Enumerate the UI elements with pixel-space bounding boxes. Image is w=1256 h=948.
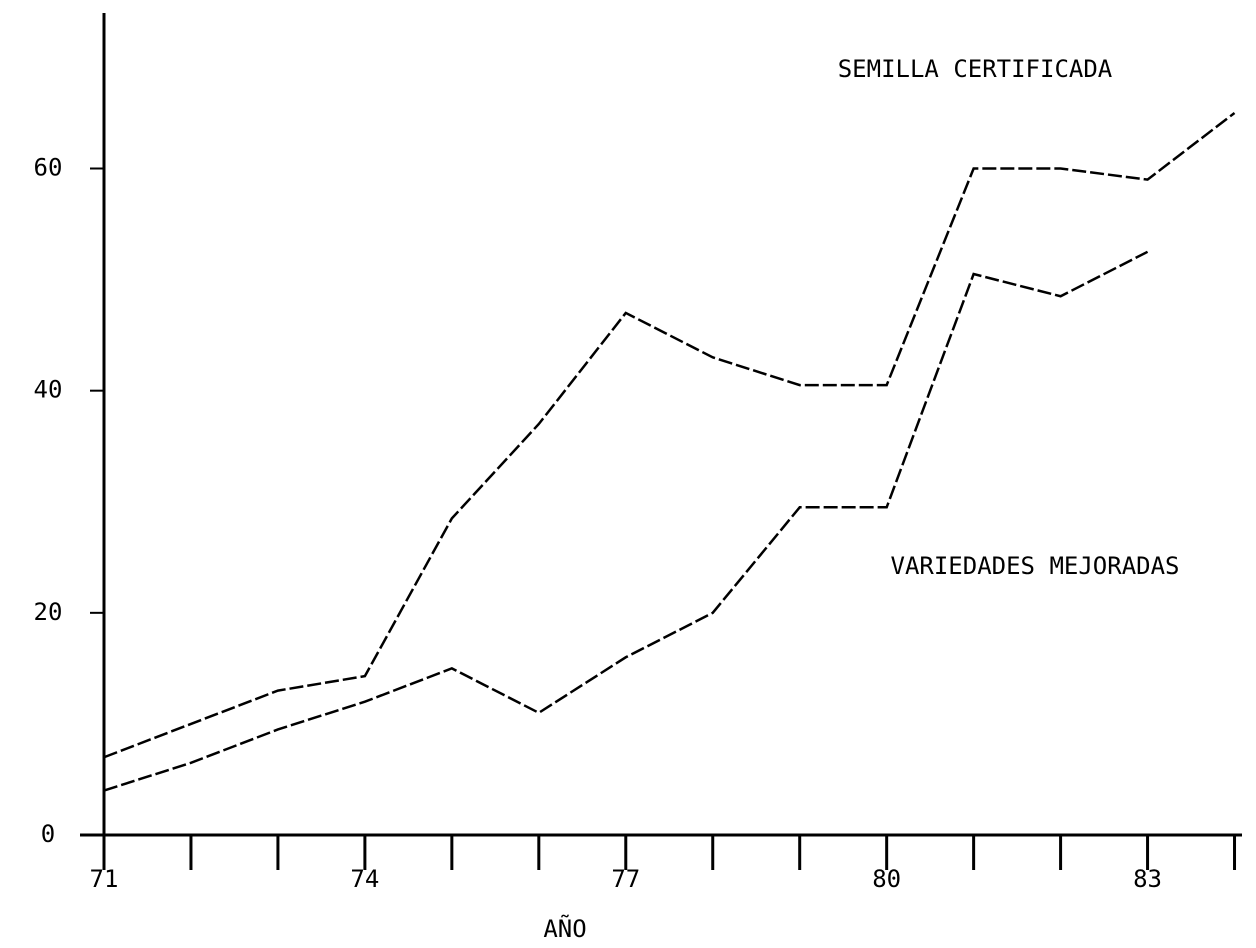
- y-tick-label: 40: [34, 376, 63, 404]
- x-tick-label: 77: [611, 865, 640, 893]
- x-tick-label: 80: [872, 865, 901, 893]
- y-tick-label: 0: [41, 820, 55, 848]
- series-label: VARIEDADES MEJORADAS: [891, 552, 1180, 580]
- x-tick-label: 71: [90, 865, 119, 893]
- x-tick-label: 83: [1133, 865, 1162, 893]
- x-axis-label: AÑO: [543, 913, 586, 943]
- series-line: [103, 111, 1236, 759]
- x-tick-label: 74: [350, 865, 379, 893]
- y-tick-label: 20: [34, 598, 63, 626]
- y-tick-label: 60: [34, 154, 63, 182]
- series-line: [103, 250, 1149, 792]
- series-label: SEMILLA CERTIFICADA: [838, 55, 1113, 83]
